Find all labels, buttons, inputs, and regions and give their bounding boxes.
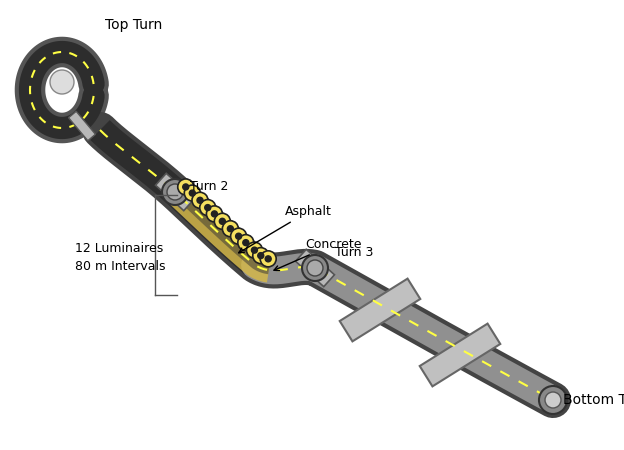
Polygon shape <box>339 279 421 342</box>
Polygon shape <box>69 111 95 141</box>
Text: 12 Luminaires
80 m Intervals: 12 Luminaires 80 m Intervals <box>75 243 165 274</box>
Circle shape <box>307 260 323 276</box>
Circle shape <box>251 247 258 253</box>
Circle shape <box>207 206 222 222</box>
Circle shape <box>231 228 246 244</box>
Circle shape <box>302 255 328 281</box>
Circle shape <box>238 234 254 251</box>
Circle shape <box>178 179 193 195</box>
Polygon shape <box>296 249 334 287</box>
Circle shape <box>167 184 183 200</box>
Circle shape <box>214 213 230 230</box>
Circle shape <box>265 256 271 262</box>
Circle shape <box>222 221 238 237</box>
Circle shape <box>219 218 225 224</box>
Circle shape <box>539 386 567 414</box>
Circle shape <box>50 70 74 94</box>
Circle shape <box>162 179 188 205</box>
Text: Turn 2: Turn 2 <box>190 180 228 194</box>
Circle shape <box>183 184 188 190</box>
Circle shape <box>212 211 217 217</box>
Text: Bottom Turn: Bottom Turn <box>563 393 624 407</box>
Circle shape <box>189 190 195 196</box>
Circle shape <box>246 242 263 258</box>
Circle shape <box>184 185 200 201</box>
Text: Turn 3: Turn 3 <box>335 247 373 260</box>
Polygon shape <box>155 173 195 211</box>
Circle shape <box>192 192 208 208</box>
Text: Top Turn: Top Turn <box>105 18 162 32</box>
Text: Concrete: Concrete <box>274 238 361 270</box>
Circle shape <box>545 392 561 408</box>
Circle shape <box>253 248 269 264</box>
Polygon shape <box>420 324 500 387</box>
Circle shape <box>258 252 264 259</box>
Circle shape <box>205 205 211 211</box>
Circle shape <box>260 251 276 267</box>
Circle shape <box>227 226 233 232</box>
Circle shape <box>200 200 216 216</box>
Circle shape <box>236 233 241 239</box>
Circle shape <box>197 197 203 203</box>
Circle shape <box>243 240 249 246</box>
Text: Asphalt: Asphalt <box>239 205 332 253</box>
